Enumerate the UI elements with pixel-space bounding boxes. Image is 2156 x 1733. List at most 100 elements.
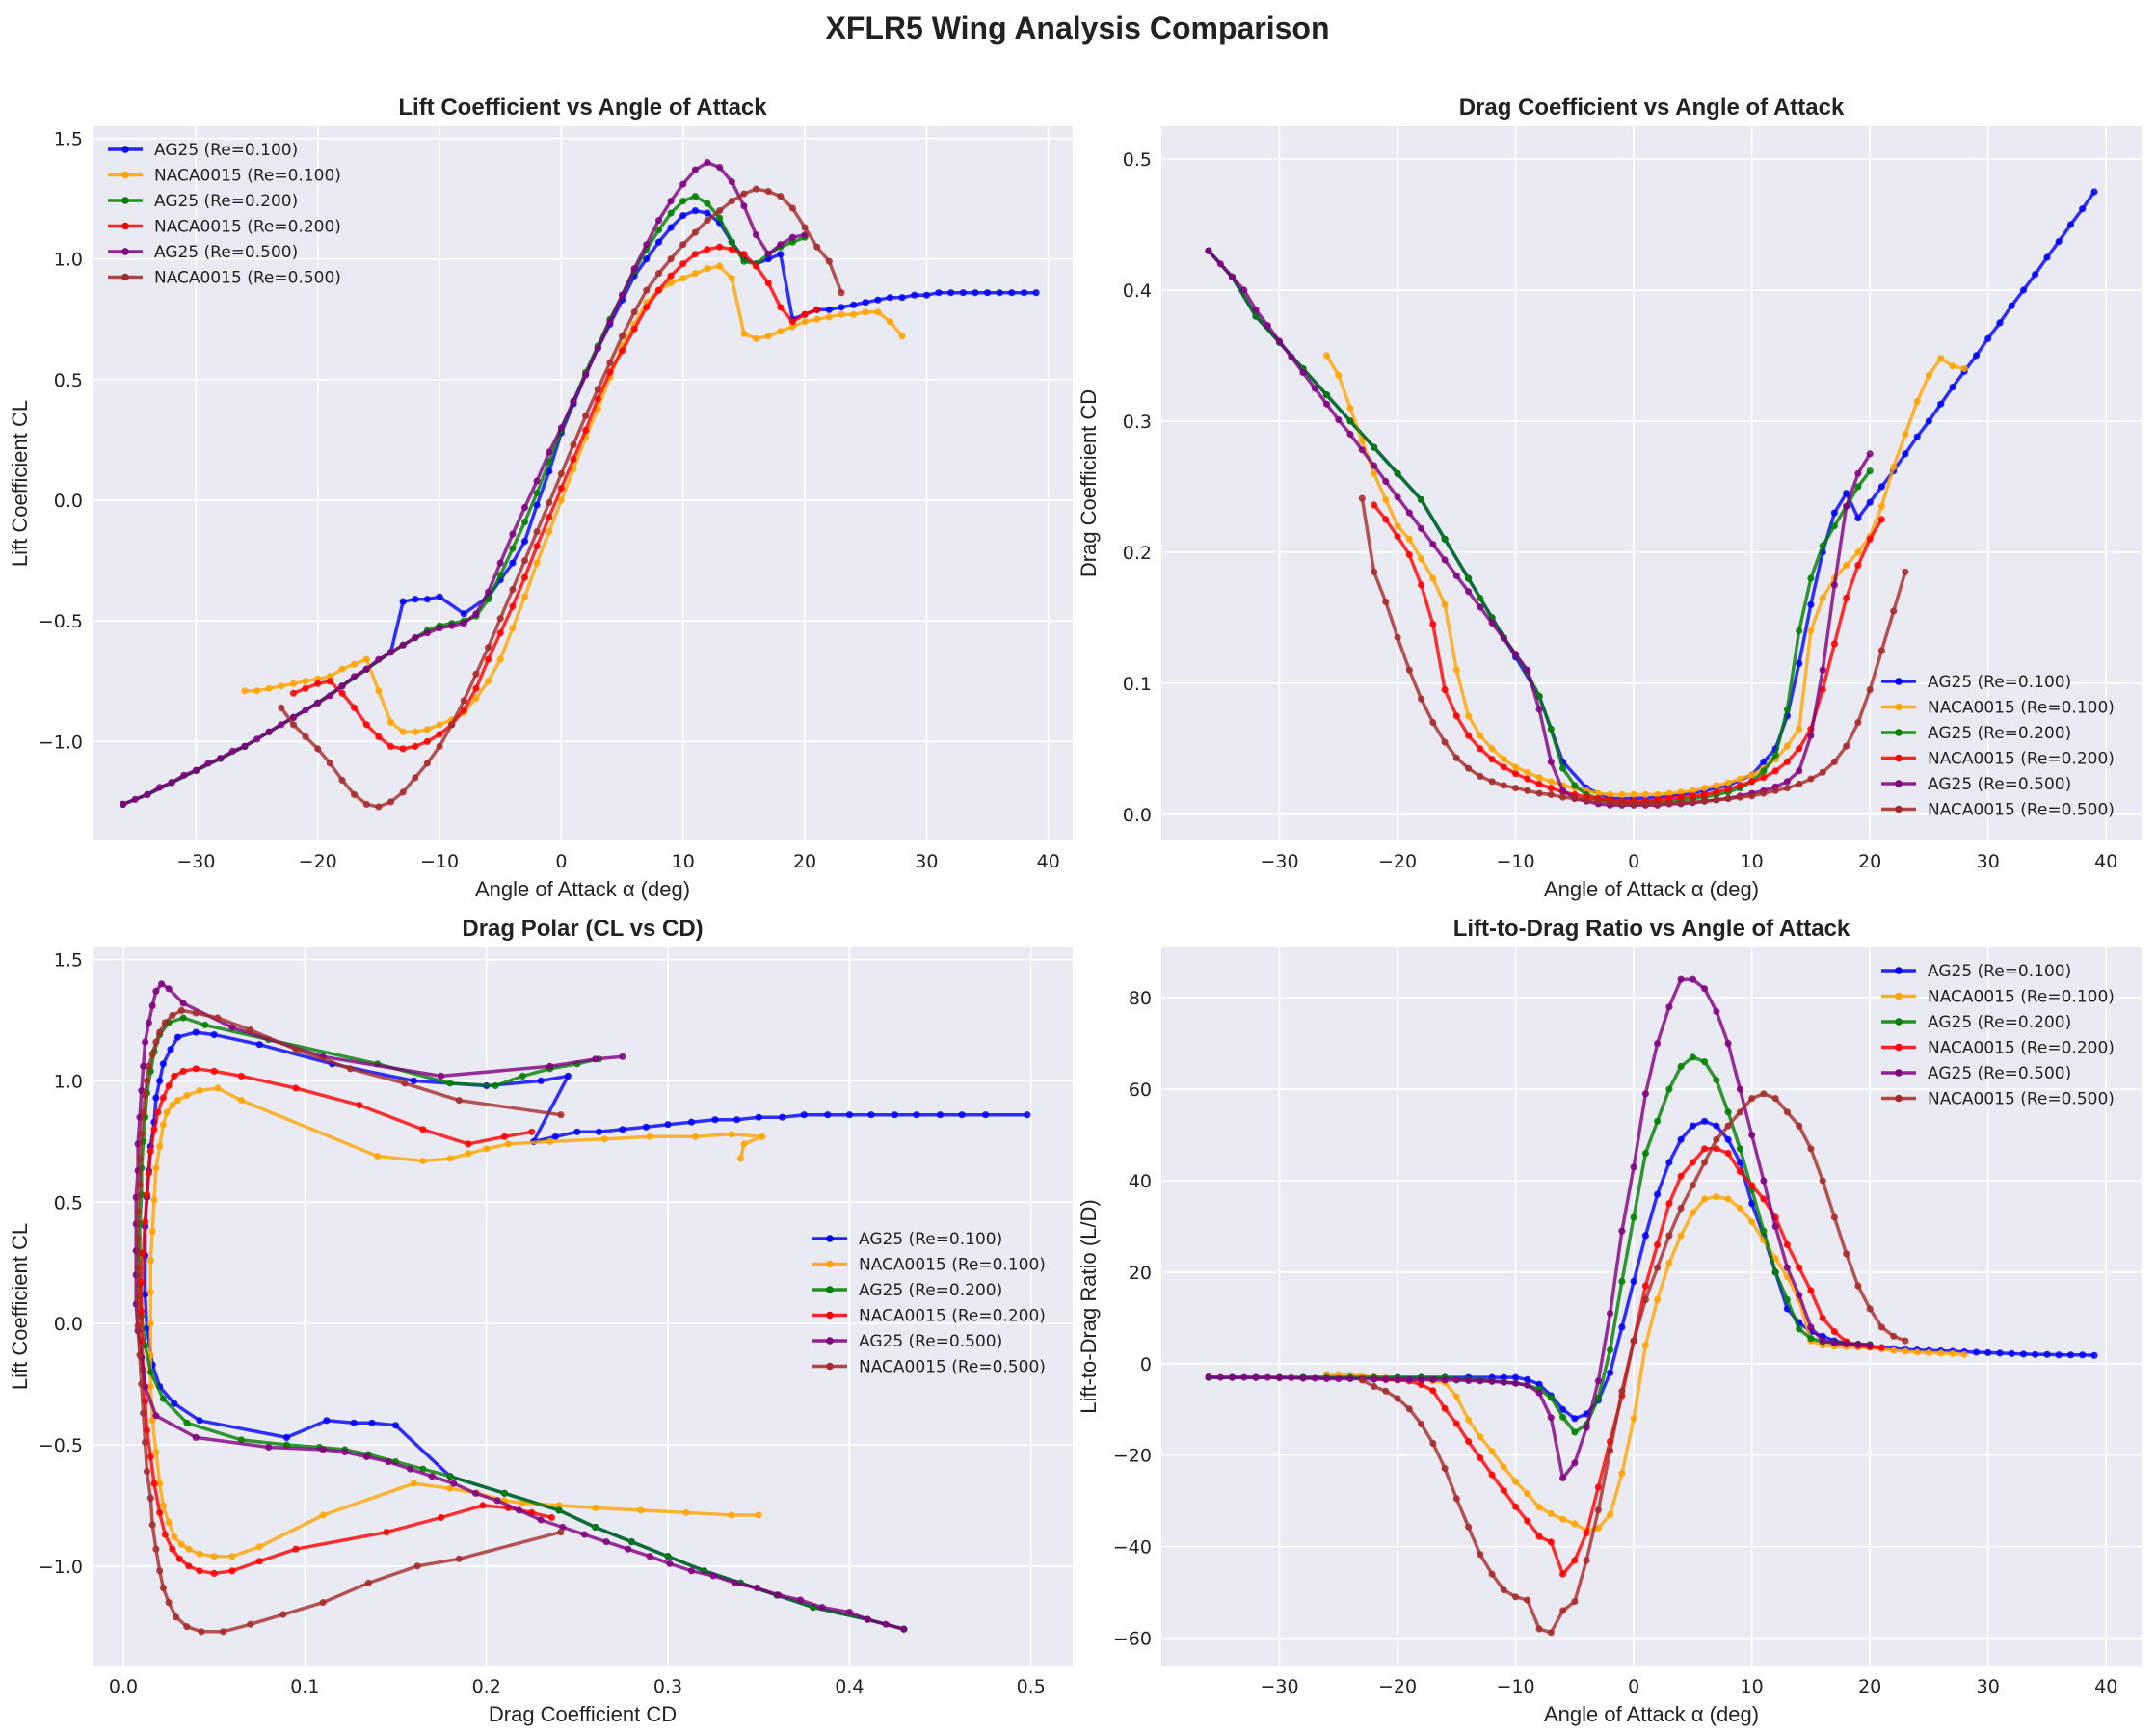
data-point [156,1142,164,1150]
data-point [1677,1232,1685,1240]
series-layer [1205,188,2098,809]
data-point [740,330,748,337]
data-point [1571,1428,1579,1436]
data-point [1701,985,1709,993]
y-tick-label: 0.5 [54,370,83,391]
data-point [728,198,735,205]
data-point [278,721,285,729]
data-point [1877,647,1885,654]
y-tick-label: −1.0 [39,732,83,753]
data-point [171,1400,178,1407]
data-point [716,243,724,251]
data-point [145,1019,152,1026]
x-tick-label: 30 [1977,851,2000,872]
data-point [1913,397,1921,406]
data-point [183,1623,191,1631]
legend-entry: AG25 (Re=0.200) [1928,724,2071,743]
legend-swatch-marker [1895,703,1903,711]
data-point [472,610,480,618]
data-point [1288,1373,1295,1382]
data-point [479,1502,487,1509]
data-point [1429,1387,1437,1395]
data-point [385,1458,392,1466]
data-point [520,538,529,546]
data-point [1477,1377,1484,1385]
data-point [412,742,419,751]
data-point [1654,800,1662,808]
data-point [148,1001,156,1009]
data-point [1429,574,1437,582]
data-point [891,1111,899,1119]
data-point [436,721,443,729]
data-point [407,1465,414,1473]
data-point [1382,477,1390,486]
data-point [146,1383,154,1391]
data-point [1429,1375,1437,1383]
data-point [460,707,467,714]
data-point [654,238,663,246]
data-point [667,255,675,263]
data-point [410,1077,417,1084]
data-point [602,1538,610,1546]
data-point [1465,1416,1473,1424]
data-point [173,1033,182,1041]
data-point [1500,1586,1507,1594]
data-point [1535,780,1543,788]
data-point [145,1062,152,1070]
data-point [1689,799,1696,807]
x-tick-label: −30 [1260,1676,1298,1697]
data-point [399,728,407,735]
data-point [777,193,785,200]
data-point [958,1111,966,1119]
data-point [1641,1282,1649,1290]
data-point [412,634,419,642]
data-point [537,1077,545,1084]
data-point [1512,1478,1520,1485]
data-point [1618,1277,1626,1285]
legend-swatch-marker [826,1260,834,1268]
data-point [1559,793,1567,801]
data-point [1441,535,1449,543]
data-point [813,243,821,251]
data-point [465,1140,472,1148]
data-point [1736,1108,1743,1116]
x-axis-label: Angle of Attack α (deg) [1544,877,1759,901]
data-point [1771,1095,1779,1103]
data-point [289,689,298,697]
legend-entry: NACA0015 (Re=0.500) [1928,1090,2115,1109]
data-point [289,680,298,687]
data-point [326,692,333,700]
data-point [1736,775,1743,783]
data-point [788,233,797,241]
data-point [1547,778,1555,786]
data-point [1488,778,1496,786]
data-point [1512,763,1520,771]
y-tick-label: 20 [1129,1263,1152,1284]
data-point [619,1126,626,1133]
data-point [1524,1596,1531,1604]
data-point [1429,1439,1437,1447]
data-point [1535,1380,1543,1388]
data-point [1500,1463,1507,1471]
legend-entry: NACA0015 (Re=0.200) [154,218,341,237]
data-point [412,728,419,735]
data-point [619,347,626,355]
data-point [1500,782,1507,789]
data-point [1512,651,1520,658]
data-point [520,503,529,512]
data-point [1760,789,1768,797]
y-tick-label: 0.5 [54,1192,83,1213]
data-point [1405,666,1413,674]
data-point [326,673,333,680]
data-point [606,359,614,366]
data-point [338,776,346,785]
data-point [314,680,322,687]
data-point [351,704,359,711]
data-point [777,328,785,335]
data-point [412,774,419,782]
data-point [984,289,992,297]
data-point [1228,273,1237,280]
y-tick-label: 0.0 [1123,805,1152,826]
data-point [165,1518,173,1527]
data-point [1807,574,1815,582]
